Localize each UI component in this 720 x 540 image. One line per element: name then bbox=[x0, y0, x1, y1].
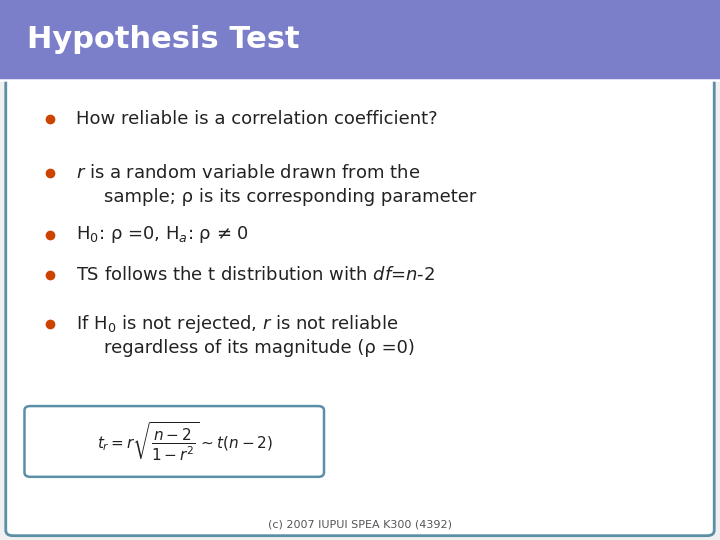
Text: (c) 2007 IUPUI SPEA K300 (4392): (c) 2007 IUPUI SPEA K300 (4392) bbox=[268, 520, 452, 530]
Text: How reliable is a correlation coefficient?: How reliable is a correlation coefficien… bbox=[76, 110, 437, 128]
Text: H$_0$: ρ =0, H$_a$: ρ ≠ 0: H$_0$: ρ =0, H$_a$: ρ ≠ 0 bbox=[76, 225, 248, 245]
Text: sample; ρ is its corresponding parameter: sample; ρ is its corresponding parameter bbox=[104, 188, 477, 206]
Text: regardless of its magnitude (ρ =0): regardless of its magnitude (ρ =0) bbox=[104, 339, 415, 357]
FancyBboxPatch shape bbox=[6, 77, 714, 536]
Text: TS follows the t distribution with $df$=$n$-2: TS follows the t distribution with $df$=… bbox=[76, 266, 435, 285]
FancyBboxPatch shape bbox=[0, 0, 720, 80]
Text: $r$ is a random variable drawn from the: $r$ is a random variable drawn from the bbox=[76, 164, 420, 182]
Text: Hypothesis Test: Hypothesis Test bbox=[27, 25, 300, 55]
Text: $t_r = r\sqrt{\dfrac{n-2}{1-r^2}} \sim t(n-2)$: $t_r = r\sqrt{\dfrac{n-2}{1-r^2}} \sim t… bbox=[97, 420, 274, 462]
FancyBboxPatch shape bbox=[24, 406, 324, 477]
Text: If H$_0$ is not rejected, $r$ is not reliable: If H$_0$ is not rejected, $r$ is not rel… bbox=[76, 313, 398, 335]
